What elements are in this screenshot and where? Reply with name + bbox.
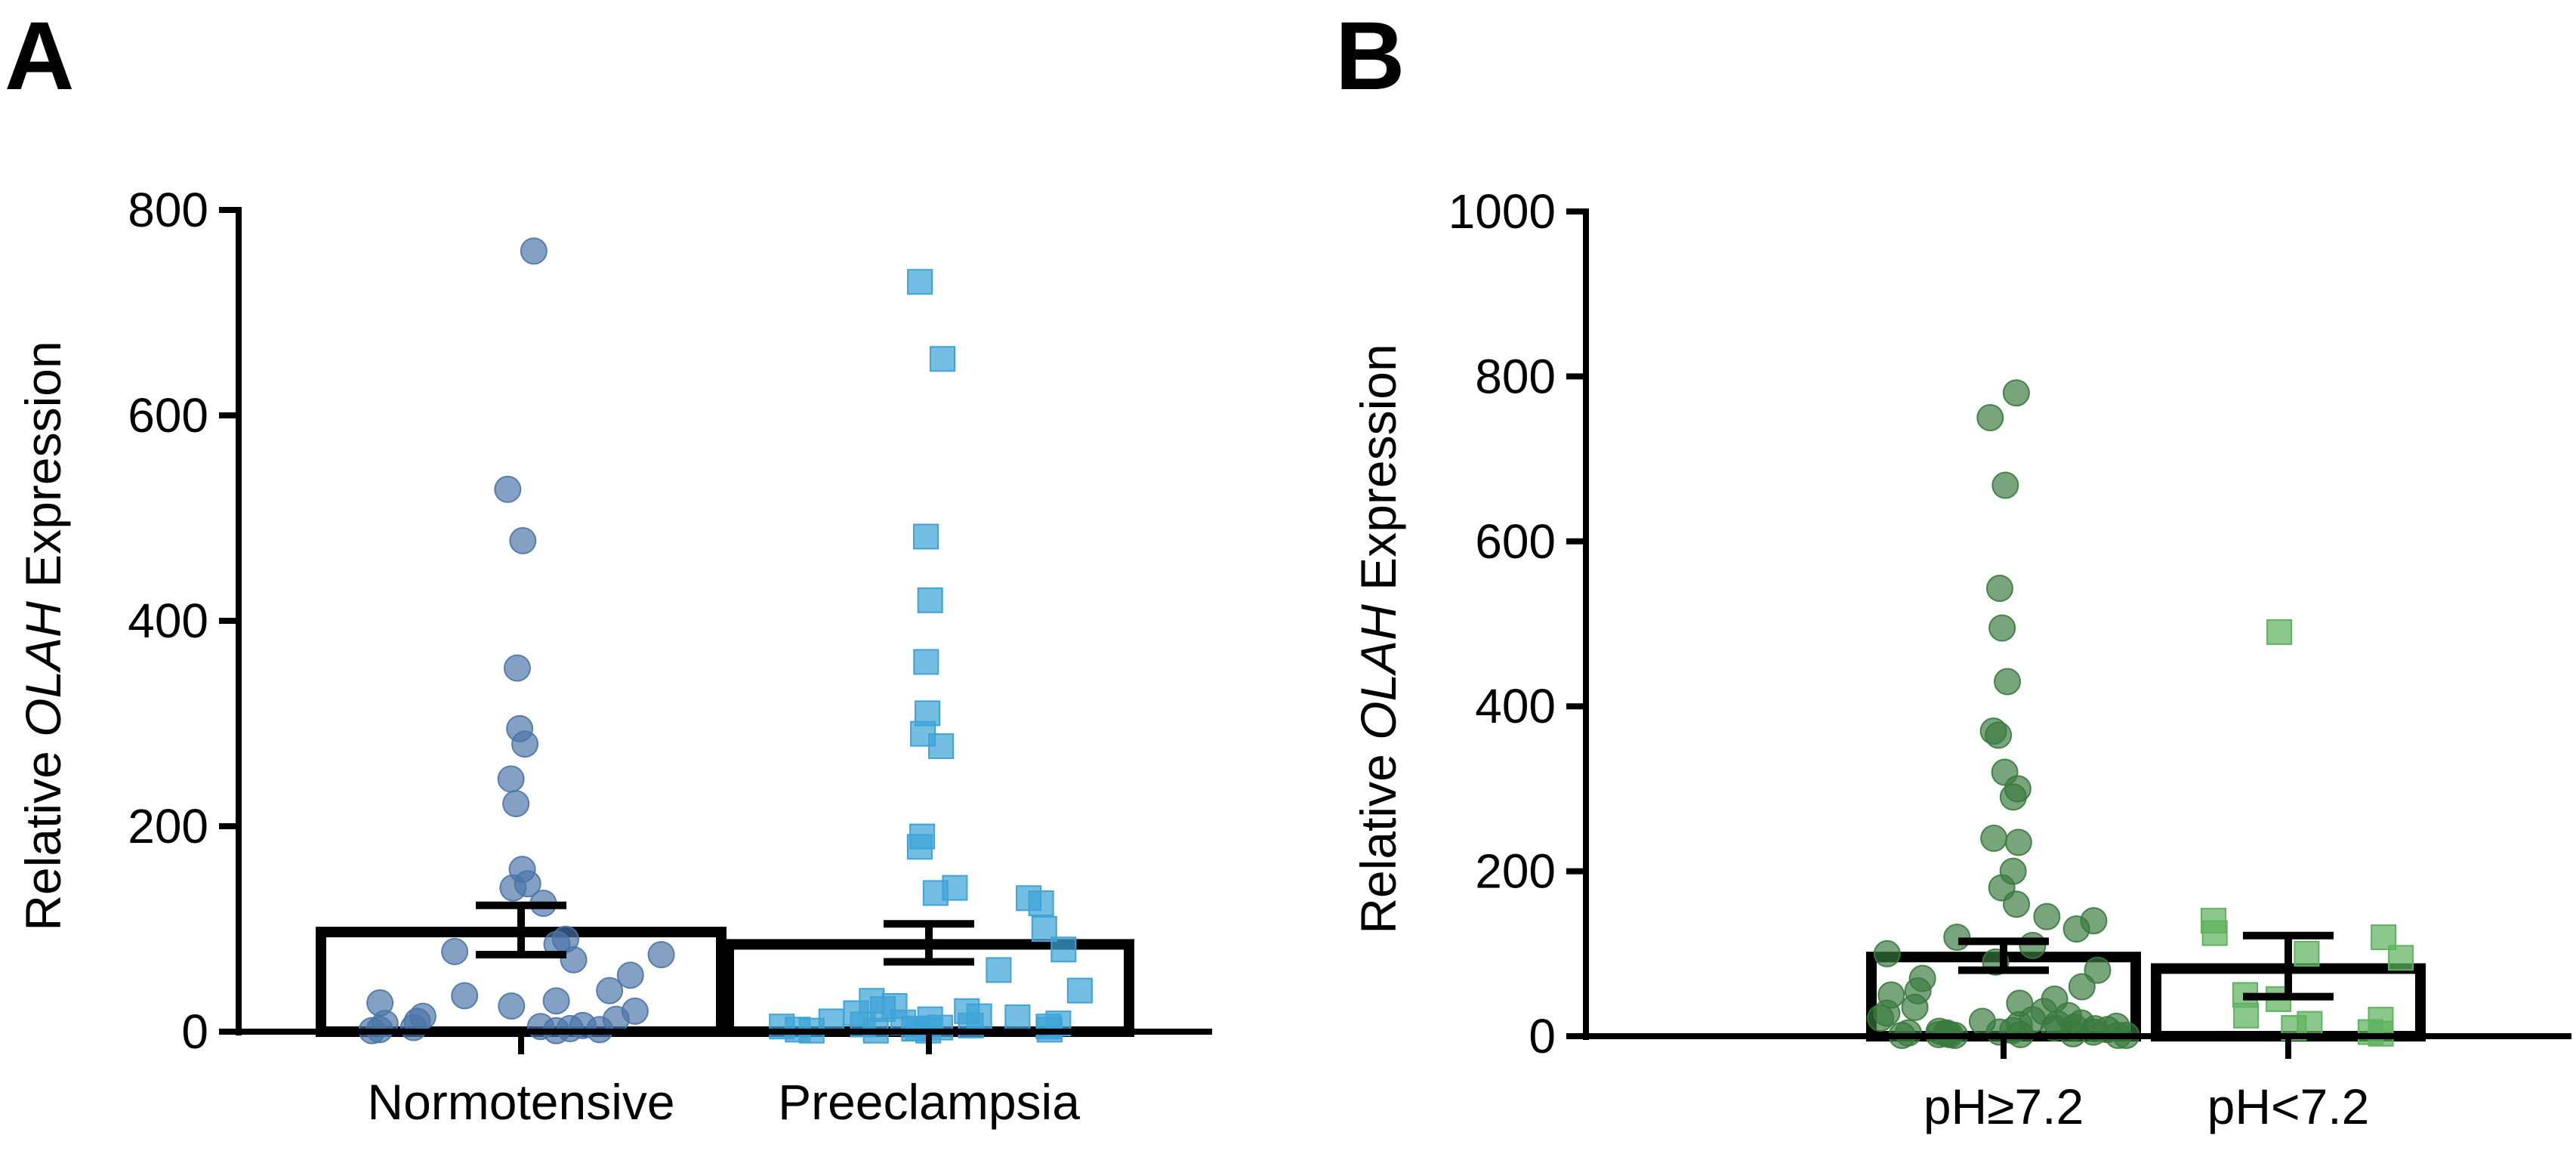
y-axis-title-part-b-1: OLAH — [1350, 604, 1406, 740]
data-point-b-1-1 — [2002, 379, 2030, 407]
data-point-a-2-2 — [929, 346, 955, 372]
data-point-b-1-22 — [1873, 940, 1901, 967]
y-axis-title-b: Relative OLAH Expression — [1350, 344, 1406, 933]
data-point-a-1-18 — [616, 961, 644, 989]
data-point-a-1-21 — [542, 987, 570, 1015]
data-point-b-1-17 — [2033, 903, 2061, 930]
data-point-a-2-14 — [1028, 890, 1054, 916]
data-point-a-1-1 — [520, 237, 548, 265]
data-point-a-1-7 — [497, 765, 525, 793]
data-point-a-1-23 — [498, 992, 526, 1020]
category-label-a-0: Normotensive — [367, 1074, 674, 1130]
chart-panel-b: 0 200 400 600 800 1000 pH≥7.2 pH<7.2 Relative OL… — [1350, 184, 2571, 1134]
data-point-b-1-3 — [1991, 471, 2019, 499]
data-point-b-1-4 — [1985, 575, 2013, 603]
data-point-a-2-25 — [1004, 1004, 1031, 1030]
chart-panel-a: 0 200 400 600 800 Normotensive Preeclampsia Rel… — [15, 183, 1212, 1130]
y-tick-label-a-2: 400 — [128, 594, 208, 648]
y-axis-title-part-b-0: Relative — [1350, 740, 1406, 934]
y-axis-title-part-b-2: Expression — [1350, 344, 1406, 604]
data-point-b-2-1 — [2266, 619, 2293, 645]
y-tick-label-b-2: 400 — [1475, 679, 1556, 733]
data-point-a-2-10 — [906, 834, 933, 860]
data-point-b-1-35 — [1867, 1004, 1895, 1032]
data-point-a-2-12 — [922, 880, 949, 906]
data-point-a-2-3 — [913, 523, 939, 550]
data-point-b-1-12 — [1980, 824, 2008, 852]
data-point-b-1-16 — [2003, 890, 2031, 918]
y-tick-label-a-1: 200 — [128, 799, 208, 853]
y-tick-label-a-4: 800 — [128, 183, 208, 237]
data-point-a-2-18 — [1066, 977, 1093, 1004]
y-tick-label-b-1: 200 — [1475, 844, 1556, 899]
data-point-a-1-17 — [560, 946, 588, 974]
data-point-a-2-8 — [928, 733, 955, 759]
data-point-a-1-8 — [502, 790, 530, 818]
y-tick-label-a-3: 600 — [128, 388, 208, 443]
category-label-b-0: pH≥7.2 — [1924, 1078, 2084, 1134]
data-point-b-1-19 — [2062, 915, 2090, 943]
data-point-a-1-19 — [596, 977, 624, 1004]
data-point-b-1-26 — [2068, 973, 2096, 1001]
data-point-b-1-6 — [1994, 668, 2022, 696]
data-point-a-1-2 — [494, 475, 522, 503]
data-point-a-1-16 — [647, 941, 675, 968]
data-point-a-2-1 — [907, 269, 933, 295]
data-point-b-1-13 — [2004, 829, 2032, 856]
data-point-a-1-6 — [511, 730, 539, 758]
data-point-a-1-4 — [503, 654, 531, 682]
data-point-b-1-24 — [2084, 956, 2112, 984]
data-point-a-2-4 — [917, 587, 943, 613]
panel-letter-b: B — [1335, 2, 1405, 110]
y-tick-label-b-5: 1000 — [1448, 184, 1556, 239]
y-tick-label-b-4: 800 — [1475, 349, 1556, 403]
data-point-b-1-2 — [1976, 404, 2004, 431]
data-point-a-1-11 — [499, 874, 527, 902]
data-point-a-2-5 — [913, 649, 939, 675]
y-tick-label-b-0: 0 — [1529, 1009, 1556, 1063]
y-tick-label-a-0: 0 — [181, 1004, 208, 1059]
data-point-b-1-8 — [1985, 721, 2013, 749]
category-label-b-1: pH<7.2 — [2207, 1078, 2370, 1134]
category-label-a-1: Preeclampsia — [778, 1074, 1080, 1130]
data-point-b-2-9 — [2233, 1002, 2260, 1029]
data-point-b-1-5 — [1988, 614, 2016, 642]
data-point-a-1-31 — [400, 1014, 427, 1041]
data-point-a-2-17 — [986, 957, 1012, 983]
data-point-a-1-15 — [441, 937, 469, 965]
data-point-a-1-3 — [509, 526, 537, 554]
data-point-a-2-16 — [1050, 937, 1077, 963]
y-axis-title-part-a-1: OLAH — [15, 601, 71, 737]
data-point-b-1-21 — [2019, 931, 2047, 959]
data-point-b-2-3 — [2201, 920, 2228, 946]
data-point-b-1-11 — [1999, 783, 2027, 811]
y-axis-title-part-a-2: Expression — [15, 341, 71, 601]
y-tick-label-b-3: 600 — [1475, 514, 1556, 569]
y-axis-title-part-a-0: Relative — [15, 737, 71, 931]
data-point-b-2-5 — [2294, 940, 2320, 967]
data-point-b-1-20 — [1943, 923, 1971, 951]
panel-letter-a: A — [5, 2, 74, 110]
data-point-a-1-20 — [451, 982, 479, 1010]
data-point-b-2-6 — [2388, 945, 2414, 971]
y-axis-title-a: Relative OLAH Expression — [15, 341, 71, 930]
data-point-b-1-31 — [1901, 993, 1929, 1021]
